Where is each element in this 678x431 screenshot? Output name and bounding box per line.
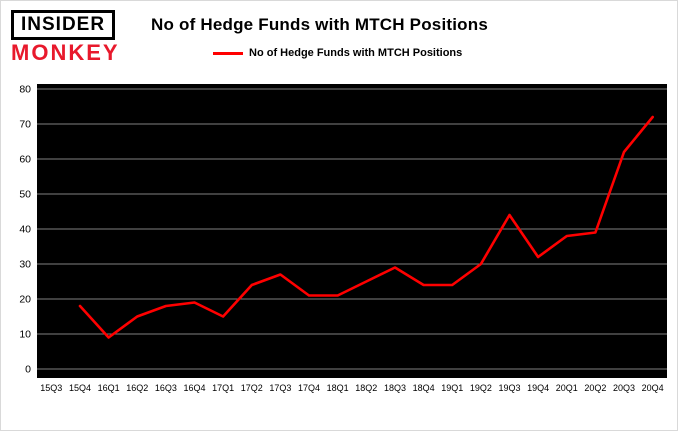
- chart-title: No of Hedge Funds with MTCH Positions: [151, 15, 488, 34]
- x-axis-tick-label: 16Q1: [98, 383, 120, 393]
- logo-monkey-text: MONKEY: [11, 40, 120, 65]
- header-text-block: No of Hedge Funds with MTCH Positions No…: [151, 15, 488, 59]
- y-axis-tick-label: 0: [25, 364, 31, 376]
- x-axis-tick-label: 20Q4: [642, 383, 664, 393]
- x-axis-tick-label: 19Q2: [470, 383, 492, 393]
- x-axis-tick-label: 18Q1: [327, 383, 349, 393]
- x-axis-tick-label: 20Q3: [613, 383, 635, 393]
- y-axis-tick-label: 60: [19, 154, 31, 166]
- x-axis-tick-label: 17Q4: [298, 383, 320, 393]
- chart-header: INSIDER MONKEY No of Hedge Funds with MT…: [1, 1, 677, 81]
- logo-insider-text: INSIDER: [11, 10, 116, 40]
- legend-line-swatch: [213, 51, 243, 55]
- x-axis-tick-label: 19Q1: [441, 383, 463, 393]
- y-axis-tick-label: 50: [19, 189, 31, 201]
- x-axis-tick-label: 18Q4: [413, 383, 435, 393]
- x-axis-tick-label: 18Q3: [384, 383, 406, 393]
- x-axis-tick-label: 16Q3: [155, 383, 177, 393]
- chart-legend: No of Hedge Funds with MTCH Positions: [213, 47, 488, 59]
- x-axis-tick-label: 19Q3: [498, 383, 520, 393]
- x-axis-tick-label: 15Q3: [40, 383, 62, 393]
- x-axis-tick-label: 16Q4: [183, 383, 205, 393]
- y-axis-tick-label: 70: [19, 119, 31, 131]
- x-axis-tick-label: 17Q3: [269, 383, 291, 393]
- insider-monkey-logo: INSIDER MONKEY: [11, 10, 139, 65]
- y-axis-tick-label: 20: [19, 294, 31, 306]
- line-chart: 0 10 20 30 40 50 60 70 80 15Q3 15Q4 16Q1 16Q2 16Q3 16Q…: [1, 79, 677, 430]
- x-axis-tick-label: 19Q4: [527, 383, 549, 393]
- series-line: [78, 115, 654, 339]
- legend-label: No of Hedge Funds with MTCH Positions: [249, 47, 463, 59]
- x-axis-tick-label: 20Q1: [556, 383, 578, 393]
- x-axis-tick-label: 15Q4: [69, 383, 91, 393]
- x-axis-tick-label: 17Q1: [212, 383, 234, 393]
- x-axis-tick-label: 17Q2: [241, 383, 263, 393]
- x-axis-tick-label: 18Q2: [355, 383, 377, 393]
- y-axis-tick-label: 10: [19, 329, 31, 341]
- x-axis-tick-label: 16Q2: [126, 383, 148, 393]
- plot-area-background: [37, 84, 667, 378]
- y-axis-tick-label: 40: [19, 224, 31, 236]
- line-chart-svg: 0 10 20 30 40 50 60 70 80 15Q3 15Q4 16Q1 16Q2 16Q3 16Q…: [19, 84, 667, 393]
- y-axis-tick-label: 30: [19, 259, 31, 271]
- x-axis-tick-label: 20Q2: [584, 383, 606, 393]
- y-axis-tick-label: 80: [19, 84, 31, 96]
